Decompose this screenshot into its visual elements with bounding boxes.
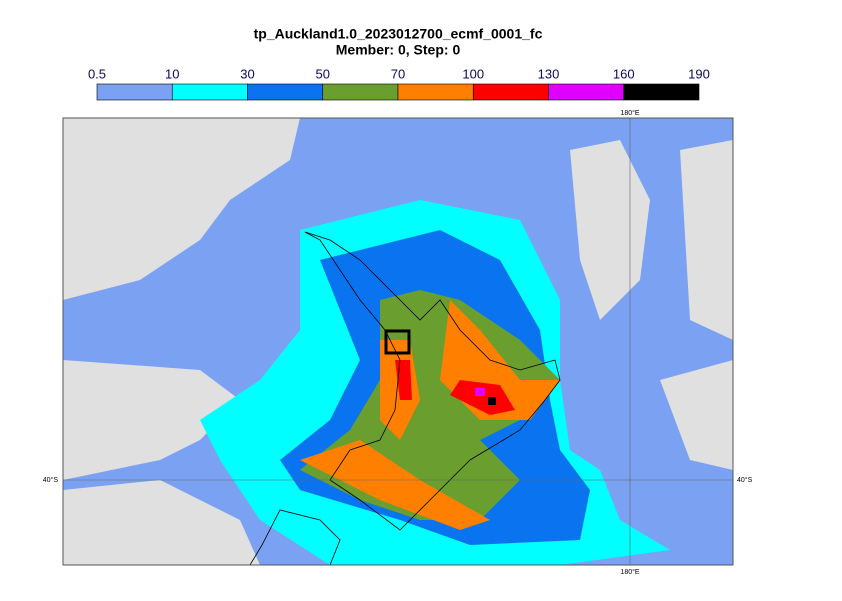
rain-area <box>680 140 733 340</box>
colorbar-label: 0.5 <box>88 66 106 81</box>
map-frame <box>62 117 734 566</box>
colorbar-swatch <box>171 83 248 101</box>
lon-label: 180°E <box>620 109 639 117</box>
colorbar-swatch <box>322 83 399 101</box>
colorbar-swatch <box>397 83 474 101</box>
colorbar-label: 160 <box>613 66 635 81</box>
title: tp_Auckland1.0_2023012700_ecmf_0001_fc <box>254 26 543 42</box>
colorbar-swatch <box>247 83 324 101</box>
coastline <box>304 231 561 531</box>
colorbar-label: 50 <box>316 66 330 81</box>
rain-area <box>63 360 240 480</box>
colorbar-label: 100 <box>462 66 484 81</box>
colorbar-label: 30 <box>240 66 254 81</box>
lat-label: 40°S <box>737 476 753 484</box>
colorbar: 0.5 10 30 50 70 100 130 160 190 <box>88 66 710 101</box>
colorbar-label: 70 <box>391 66 405 81</box>
colorbar-swatch <box>472 83 549 101</box>
rain-area <box>300 440 490 530</box>
region-box <box>384 329 411 355</box>
colorbar-label: 190 <box>688 66 710 81</box>
colorbar-label: 130 <box>538 66 560 81</box>
colorbar-swatch <box>96 83 173 101</box>
rain-area <box>488 397 496 405</box>
map <box>63 118 733 565</box>
subtitle: Member: 0, Step: 0 <box>336 42 461 58</box>
rain-area <box>475 388 485 396</box>
coastline <box>249 509 341 565</box>
colorbar-swatch <box>548 83 625 101</box>
lon-label: 180°E <box>620 568 639 576</box>
colorbar-label: 10 <box>165 66 179 81</box>
rain-area <box>660 360 733 470</box>
rain-area <box>450 380 515 415</box>
rain-area <box>63 118 300 300</box>
lat-label: 40°S <box>43 476 59 484</box>
colorbar-swatch <box>623 83 700 101</box>
rain-area <box>63 480 260 565</box>
